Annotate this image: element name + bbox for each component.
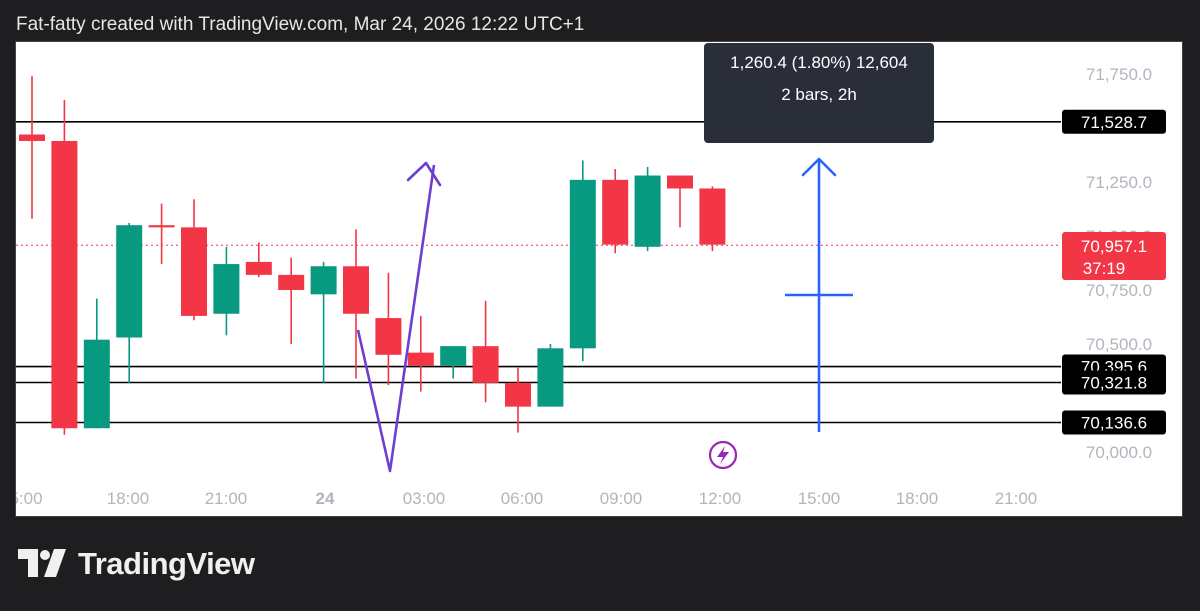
candle-body[interactable] — [472, 346, 499, 383]
measure-tooltip-bg — [704, 43, 934, 143]
blue-arrow-head — [801, 157, 837, 177]
candle-body[interactable] — [213, 264, 240, 314]
measure-tooltip: 1,260.4 (1.80%) 12,604 2 bars, 2h — [704, 43, 934, 143]
chart-caption: Fat-fatty created with TradingView.com, … — [16, 14, 585, 35]
candle-body[interactable] — [245, 261, 272, 275]
y-tick-label: 70,000.0 — [1086, 443, 1152, 462]
measure-tooltip-line2: 2 bars, 2h — [781, 85, 857, 104]
candle-body[interactable] — [699, 188, 726, 245]
candle-body[interactable] — [602, 179, 629, 245]
current-price-value: 70,957.1 — [1081, 237, 1147, 256]
chart-panel[interactable]: 71,750.071,250.071,000.070,750.070,500.0… — [15, 41, 1183, 517]
y-tick-label: 71,250.0 — [1086, 173, 1152, 192]
tradingview-logo[interactable]: TradingView — [18, 546, 255, 582]
candle-body[interactable] — [375, 318, 402, 355]
candle-body[interactable] — [310, 266, 337, 295]
level-price-label-text: 70,321.8 — [1081, 373, 1147, 392]
candle-body[interactable] — [667, 175, 693, 189]
candle-body[interactable] — [537, 348, 564, 407]
candle-body[interactable] — [83, 339, 110, 429]
current-price-countdown: 37:19 — [1083, 259, 1126, 278]
lightning-icon-ring — [708, 440, 738, 470]
candlestick-chart[interactable]: 71,750.071,250.071,000.070,750.070,500.0… — [16, 42, 1183, 517]
purple-arrow-head — [406, 161, 442, 187]
x-tick-label: 21:00 — [995, 489, 1038, 508]
measure-tooltip-line1: 1,260.4 (1.80%) 12,604 — [730, 53, 908, 72]
x-tick-label: 03:00 — [403, 489, 446, 508]
current-price-label[interactable]: 70,957.1 37:19 — [1062, 232, 1166, 280]
level-price-label-text: 70,136.6 — [1081, 413, 1147, 432]
candle-body[interactable] — [505, 382, 531, 407]
candle-body[interactable] — [148, 225, 175, 228]
candle-body[interactable] — [634, 175, 661, 247]
candle-body[interactable] — [569, 179, 596, 349]
x-tick-label: 18:00 — [896, 489, 939, 508]
lightning-icon-bolt — [717, 446, 729, 464]
level-price-label-text: 71,528.7 — [1081, 113, 1147, 132]
level-price-label-bg — [1062, 109, 1166, 134]
candle-body[interactable] — [343, 266, 369, 314]
x-tick-label: 09:00 — [600, 489, 643, 508]
level-price-label-bg — [1062, 370, 1166, 395]
candle-body[interactable] — [19, 134, 45, 141]
level-price-label[interactable]: 70,321.8 — [1062, 370, 1166, 395]
level-price-label-bg — [1062, 410, 1166, 435]
y-tick-label: 71,750.0 — [1086, 65, 1152, 84]
x-tick-label: 5:00 — [16, 489, 43, 508]
x-tick-label: 15:00 — [798, 489, 841, 508]
x-tick-label: 21:00 — [205, 489, 248, 508]
current-price-label-bg — [1062, 232, 1166, 280]
candle-body[interactable] — [407, 352, 434, 366]
brand-name: TradingView — [78, 546, 255, 581]
purple-v-arrow[interactable] — [356, 164, 436, 473]
tradingview-logo-icon — [18, 549, 66, 577]
lightning-event-icon[interactable] — [708, 440, 738, 470]
level-price-label[interactable]: 70,136.6 — [1062, 410, 1166, 435]
candle-body[interactable] — [440, 346, 467, 366]
x-tick-label: 06:00 — [501, 489, 544, 508]
level-price-label[interactable]: 71,528.7 — [1062, 109, 1166, 134]
x-tick-label: 18:00 — [107, 489, 150, 508]
x-tick-label: 24 — [316, 489, 335, 508]
x-tick-label: 12:00 — [699, 489, 742, 508]
y-tick-label: 70,500.0 — [1086, 335, 1152, 354]
candle-body[interactable] — [116, 225, 143, 338]
candle-body[interactable] — [278, 274, 305, 290]
candle-body[interactable] — [51, 140, 78, 429]
y-tick-label: 70,750.0 — [1086, 281, 1152, 300]
candle-body[interactable] — [181, 227, 207, 316]
